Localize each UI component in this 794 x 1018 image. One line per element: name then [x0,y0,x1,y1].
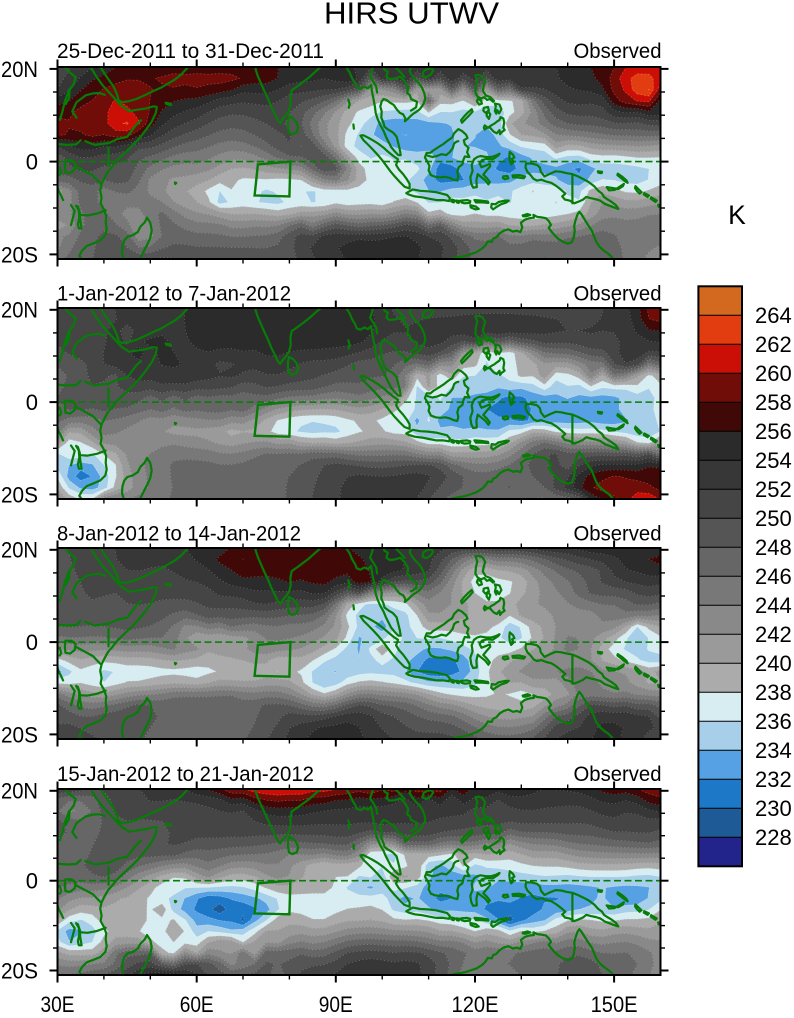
svg-text:1-Jan-2012 to 7-Jan-2012: 1-Jan-2012 to 7-Jan-2012 [57,283,291,306]
svg-text:256: 256 [755,419,792,444]
svg-text:25-Dec-2011 to 31-Dec-2011: 25-Dec-2011 to 31-Dec-2011 [57,40,324,63]
svg-text:238: 238 [755,680,792,705]
svg-text:60E: 60E [180,992,214,1013]
svg-text:264: 264 [755,303,792,328]
svg-text:Observed: Observed [574,523,662,546]
svg-text:250: 250 [755,506,792,531]
svg-text:30E: 30E [41,992,75,1013]
svg-text:236: 236 [755,709,792,734]
svg-text:252: 252 [755,477,792,502]
svg-text:244: 244 [755,593,792,618]
svg-text:20S: 20S [1,722,38,747]
svg-text:20N: 20N [1,779,38,804]
svg-text:0: 0 [26,150,38,175]
svg-text:240: 240 [755,651,792,676]
svg-text:230: 230 [755,796,792,821]
svg-text:15-Jan-2012 to 21-Jan-2012: 15-Jan-2012 to 21-Jan-2012 [57,763,314,786]
svg-text:20S: 20S [1,242,38,267]
svg-text:120E: 120E [452,992,499,1013]
svg-text:262: 262 [755,332,792,357]
svg-text:Observed: Observed [574,40,662,63]
svg-text:246: 246 [755,564,792,589]
svg-text:0: 0 [26,390,38,415]
svg-text:20N: 20N [1,538,38,563]
svg-text:20N: 20N [1,298,38,323]
svg-text:8-Jan-2012 to 14-Jan-2012: 8-Jan-2012 to 14-Jan-2012 [57,523,301,546]
svg-text:258: 258 [755,390,792,415]
svg-text:234: 234 [755,738,792,763]
svg-text:20S: 20S [1,482,38,507]
svg-text:HIRS UTWV: HIRS UTWV [324,0,499,31]
svg-text:242: 242 [755,622,792,647]
svg-text:260: 260 [755,361,792,386]
svg-text:Observed: Observed [574,283,662,306]
svg-text:20S: 20S [1,958,38,983]
svg-text:150E: 150E [591,992,638,1013]
svg-text:232: 232 [755,767,792,792]
svg-text:228: 228 [755,825,792,850]
svg-text:0: 0 [26,869,38,894]
svg-text:20N: 20N [1,57,38,82]
svg-text:254: 254 [755,448,792,473]
svg-text:Observed: Observed [574,763,662,786]
svg-text:0: 0 [26,630,38,655]
svg-text:90E: 90E [319,992,353,1013]
svg-text:248: 248 [755,535,792,560]
svg-text:K: K [728,200,746,230]
